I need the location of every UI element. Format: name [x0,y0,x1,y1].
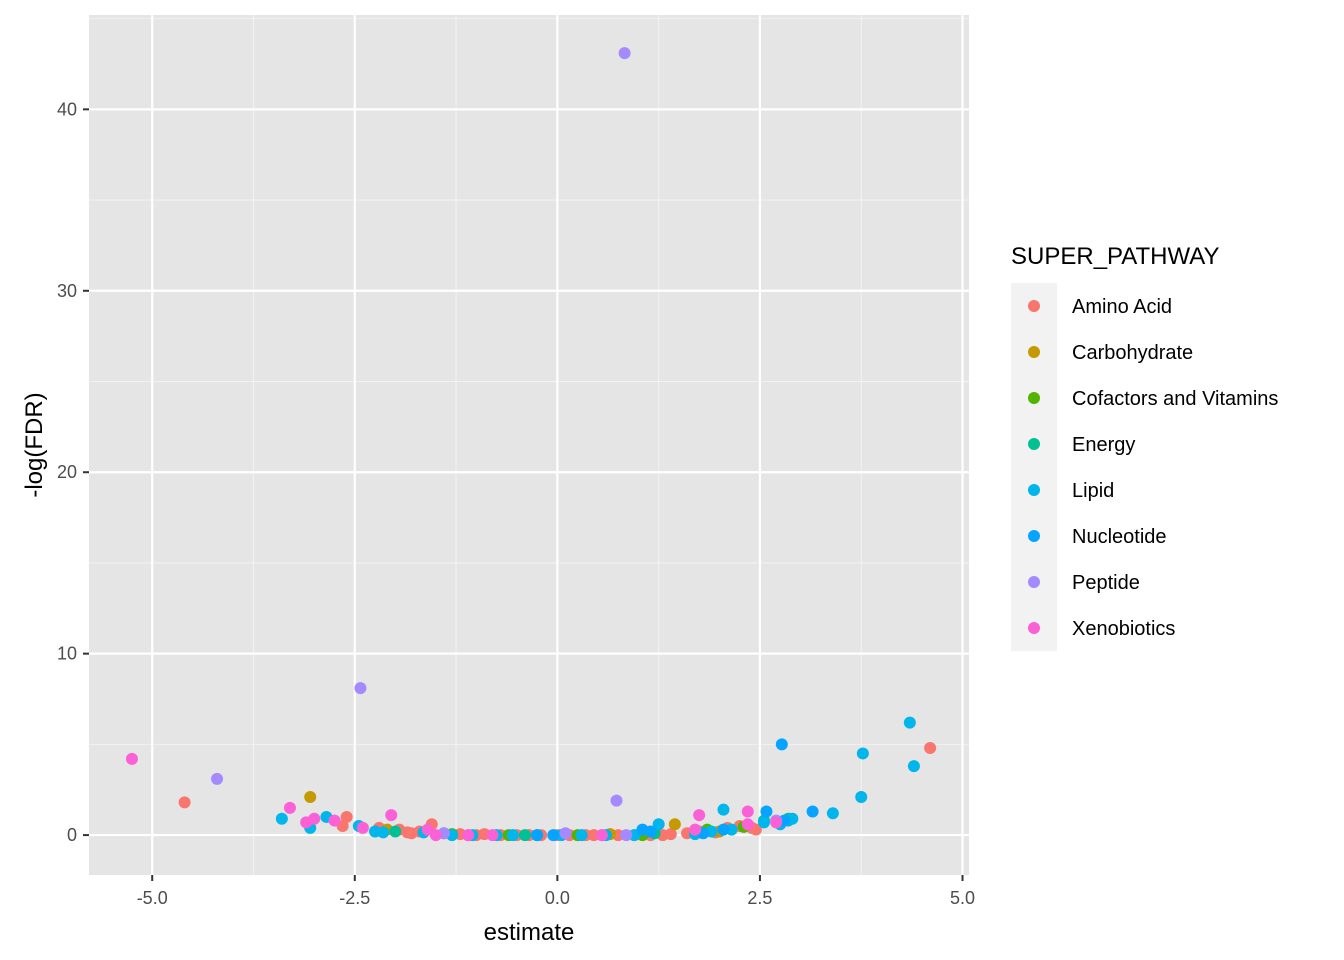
legend-items: Amino Acid Carbohydrate Cofactors and Vita… [1028,296,1278,640]
grid-minor [89,15,969,875]
legend-key [1028,622,1040,634]
legend-title: SUPER_PATHWAY [1011,243,1219,270]
data-point [340,810,353,823]
data-point [575,829,588,842]
legend-label: Energy [1072,434,1135,456]
data-point [610,794,623,807]
data-point [689,823,702,836]
data-point [486,829,499,842]
data-points [125,47,937,842]
data-point [760,805,773,818]
legend: SUPER_PATHWAY Amino Acid Carbohydrate Cofa… [1011,243,1278,651]
data-point [389,825,402,838]
data-point [547,829,560,842]
legend-key-background [1011,283,1057,651]
data-point [283,801,296,814]
data-point [717,803,730,816]
data-point [354,682,367,695]
data-point [775,738,788,751]
data-point [924,741,937,754]
data-point [356,821,369,834]
y-tick-label: 30 [57,281,77,301]
x-tick-label: -5.0 [137,888,168,908]
data-point [462,829,475,842]
data-point [275,812,288,825]
legend-key [1028,392,1040,404]
data-point [826,807,839,820]
x-axis: -5.0 -2.5 0.0 2.5 5.0 [137,875,975,908]
x-tick-label: 5.0 [950,888,975,908]
data-point [385,809,398,822]
data-point [518,829,531,842]
legend-label: Peptide [1072,572,1140,594]
data-point [856,747,869,760]
legend-key [1028,438,1040,450]
data-point [618,47,631,60]
legend-label: Nucleotide [1072,526,1167,548]
data-point [757,816,770,829]
legend-label: Xenobiotics [1072,618,1175,640]
data-point [693,809,706,822]
y-axis-title: -log(FDR) [21,392,48,497]
data-point [304,790,317,803]
data-point [770,816,783,829]
y-axis: 0 10 20 30 40 [57,99,89,845]
data-point [211,772,224,785]
data-point [595,829,608,842]
data-point [429,829,442,842]
y-tick-label: 40 [57,99,77,119]
data-point [668,818,681,831]
plot-panel [89,15,969,875]
data-point [644,825,657,838]
data-point [806,805,819,818]
y-tick-label: 10 [57,644,77,664]
legend-label: Carbohydrate [1072,342,1193,364]
x-axis-title: estimate [484,919,575,946]
data-point [652,818,665,831]
data-point [308,812,321,825]
data-point [855,790,868,803]
data-point [377,826,390,839]
data-point [506,829,519,842]
data-point [907,760,920,773]
legend-label: Cofactors and Vitamins [1072,388,1278,410]
x-tick-label: -2.5 [339,888,370,908]
data-point [717,823,730,836]
grid-major [89,15,969,875]
legend-key [1028,576,1040,588]
data-point [741,805,754,818]
data-point [620,829,633,842]
data-point [559,827,572,840]
data-point [903,716,916,729]
data-point [741,818,754,831]
data-point [328,814,341,827]
legend-key [1028,484,1040,496]
data-point [125,752,138,765]
legend-key [1028,346,1040,358]
x-tick-label: 0.0 [545,888,570,908]
legend-label: Amino Acid [1072,296,1172,318]
x-tick-label: 2.5 [747,888,772,908]
y-tick-label: 20 [57,462,77,482]
legend-key [1028,300,1040,312]
data-point [531,829,544,842]
y-tick-label: 0 [67,825,77,845]
data-point [405,827,418,840]
data-point [178,796,191,809]
legend-key [1028,530,1040,542]
legend-label: Lipid [1072,480,1114,502]
